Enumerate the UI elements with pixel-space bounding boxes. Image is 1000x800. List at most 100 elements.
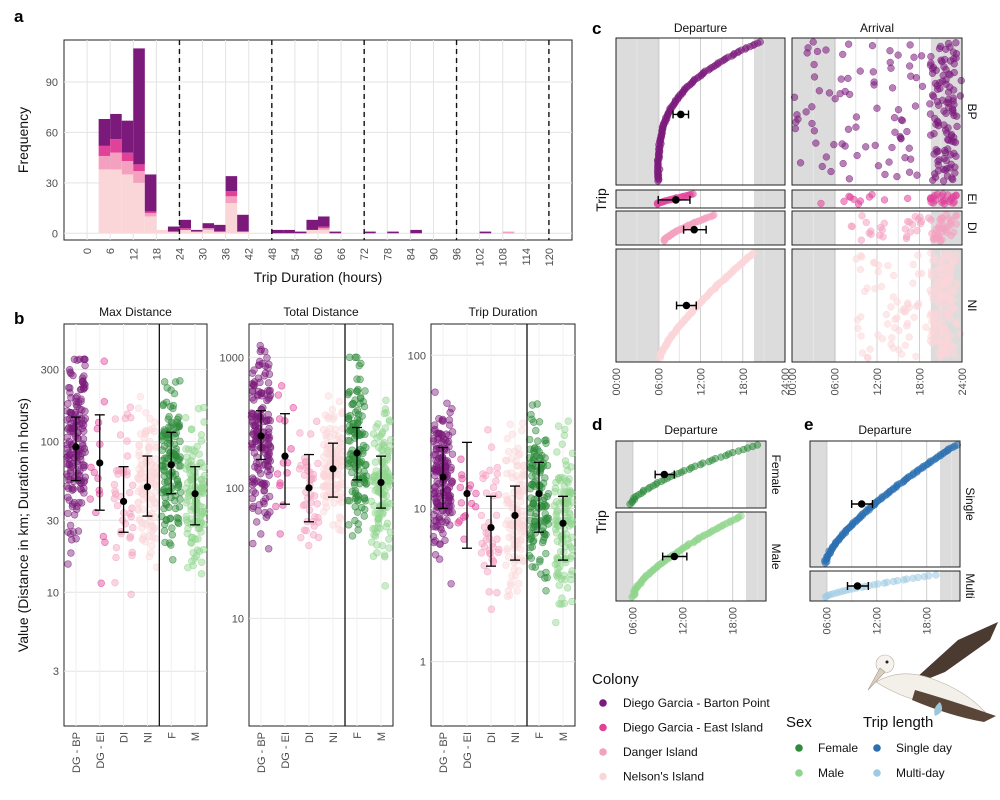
- timing-point: [936, 42, 945, 51]
- b-y-axis-title: Value (Distance in km; Duration in hours…: [15, 398, 31, 652]
- b-data-point: [137, 455, 145, 464]
- b-data-point: [196, 513, 204, 522]
- b-data-point: [265, 471, 273, 479]
- b-data-point: [553, 569, 562, 577]
- b-data-point: [168, 524, 176, 532]
- timing-point: [888, 143, 896, 152]
- b-data-point: [150, 504, 159, 513]
- timing-point: [893, 298, 901, 306]
- night-shade: [616, 211, 660, 245]
- b-data-point: [127, 590, 135, 599]
- b-data-point: [503, 434, 512, 443]
- b-data-point: [138, 489, 146, 497]
- b-data-point: [274, 391, 283, 399]
- b-data-point: [97, 579, 105, 587]
- b-data-point: [487, 605, 496, 613]
- b-data-point: [187, 425, 196, 433]
- b-data-point: [261, 362, 270, 370]
- a-x-tick-label: 42: [244, 248, 256, 260]
- night-shade: [810, 441, 828, 567]
- b-data-point: [381, 424, 390, 432]
- b-data-point: [519, 419, 527, 427]
- timing-point: [953, 280, 961, 288]
- b-data-point: [65, 365, 74, 374]
- timing-point: [905, 333, 913, 341]
- timing-point: [810, 73, 819, 81]
- b-facet-0: Max Distance 3 10 30 100 300 DG - BP DG - EI DI N…: [41, 305, 209, 773]
- timing-point: [863, 284, 871, 292]
- timing-point: [889, 293, 897, 301]
- a-bar-segment: [202, 229, 215, 234]
- timing-point: [737, 512, 745, 520]
- b-data-point: [264, 545, 273, 553]
- b-data-point: [265, 370, 274, 378]
- a-bar-segment: [144, 211, 157, 214]
- b-data-point: [200, 418, 208, 426]
- b-data-point: [333, 453, 342, 462]
- b-data-point: [374, 472, 383, 480]
- b-data-point: [374, 519, 383, 528]
- b-data-point: [64, 509, 72, 518]
- b-data-point: [152, 442, 160, 450]
- b-data-point: [123, 410, 132, 418]
- c-x-tick-label: 24:00: [780, 368, 792, 396]
- b-data-point: [265, 435, 273, 443]
- c-strip-row: DI: [965, 222, 979, 234]
- b-data-point: [374, 509, 382, 518]
- a-x-tick-label: 66: [336, 248, 348, 260]
- b-data-point: [355, 417, 363, 425]
- b-data-point: [277, 382, 286, 390]
- timing-point: [802, 108, 810, 116]
- b-data-point: [386, 477, 394, 485]
- timing-point: [845, 192, 853, 201]
- panel-letter-d: d: [592, 415, 602, 434]
- timing-point: [894, 51, 902, 59]
- a-y-tick-label: 90: [46, 77, 58, 89]
- b-data-point: [336, 471, 344, 479]
- b-data-point: [134, 474, 142, 483]
- facet-points: [817, 190, 960, 208]
- b-data-point: [432, 506, 440, 515]
- b-data-point: [357, 431, 365, 439]
- b-y-tick-label: 100: [226, 483, 244, 495]
- b-data-point: [330, 412, 338, 421]
- b-data-point: [81, 448, 89, 456]
- b-data-point: [384, 535, 393, 543]
- a-bar-segment: [110, 139, 122, 153]
- timing-point: [884, 320, 892, 328]
- b-data-point: [112, 543, 121, 552]
- d-row-Female: [615, 440, 767, 509]
- b-data-point: [253, 464, 262, 472]
- b-data-point: [520, 529, 528, 537]
- a-bar-segment: [202, 223, 215, 229]
- timing-point: [857, 332, 865, 340]
- d-strip-row: Male: [769, 543, 783, 569]
- a-y-tick-label: 0: [52, 228, 58, 240]
- timing-point: [874, 268, 882, 276]
- b-data-point: [80, 484, 88, 493]
- timing-point: [893, 172, 901, 181]
- b-data-point: [176, 495, 184, 503]
- b-data-point: [310, 522, 318, 530]
- c-arrival-BP: [790, 37, 965, 186]
- b-data-point: [551, 517, 560, 525]
- b-data-point: [173, 476, 181, 484]
- b-data-point: [367, 497, 376, 506]
- b-data-point: [161, 463, 169, 471]
- b-data-point: [447, 580, 455, 588]
- timing-point: [839, 159, 847, 168]
- b-y-tick-label: 100: [41, 436, 59, 448]
- b-data-point: [441, 536, 449, 545]
- b-data-point: [556, 547, 565, 556]
- b-data-point: [319, 482, 328, 490]
- b-mean-point: [463, 490, 471, 498]
- b-data-point: [250, 366, 258, 374]
- b-data-point: [257, 530, 265, 538]
- b-data-point: [276, 479, 284, 487]
- b-data-point: [380, 409, 389, 418]
- night-shade: [792, 249, 836, 362]
- b-data-point: [538, 502, 547, 511]
- a-x-tick-label: 24: [174, 248, 186, 260]
- b-data-point: [527, 410, 535, 419]
- b-data-point: [262, 416, 271, 425]
